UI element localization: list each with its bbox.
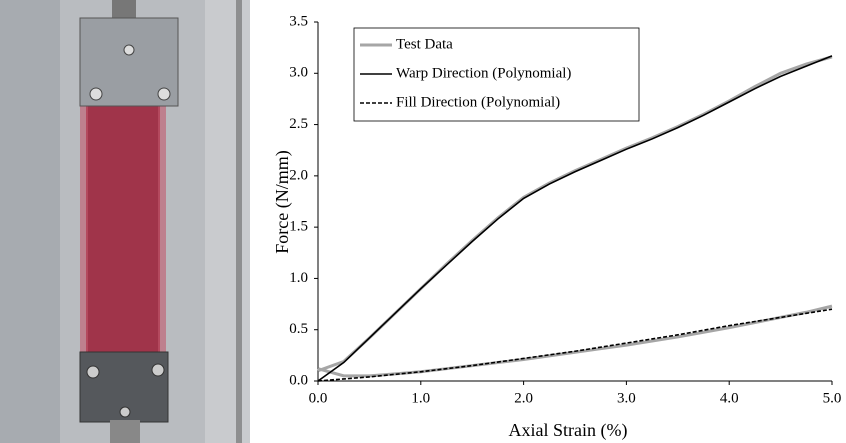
x-tick-label: 2.0 [514,390,533,406]
bolt [157,87,171,101]
x-axis-label: Axial Strain (%) [509,420,628,441]
y-tick-label: 0.0 [289,372,308,388]
legend-box [353,27,640,122]
y-tick-label: 1.0 [289,270,308,286]
legend-label: Test Data [396,36,453,52]
series-line [317,304,833,378]
x-tick-label: 1.0 [411,390,430,406]
legend-label: Warp Direction (Polynomial) [396,65,571,81]
fabric-fringe [80,105,88,360]
fabric-fringe [158,105,166,360]
specimen-photo [0,0,250,443]
grip-rod [110,420,140,443]
x-tick-label: 4.0 [720,390,739,406]
y-axis-label: Force (N/mm) [272,150,293,253]
bolt [86,365,100,379]
bolt [119,406,131,418]
bolt [89,87,103,101]
y-tick-label: 2.5 [289,116,308,132]
y-tick-label: 2.0 [289,167,308,183]
grip-rod [112,0,136,20]
bolt [123,44,135,56]
photo-edge [236,0,242,443]
x-tick-label: 5.0 [823,390,842,406]
x-tick-label: 3.0 [617,390,636,406]
y-tick-label: 1.5 [289,219,308,235]
series-line [317,308,833,382]
photo-frame [205,0,250,443]
legend-label: Fill Direction (Polynomial) [396,94,560,110]
x-tick-label: 0.0 [309,390,328,406]
y-tick-label: 3.5 [289,13,308,29]
fabric-strip [86,105,160,360]
y-tick-label: 0.5 [289,321,308,337]
y-tick-label: 3.0 [289,65,308,81]
bolt [151,363,165,377]
photo-wall [0,0,60,443]
series-line [317,55,833,382]
